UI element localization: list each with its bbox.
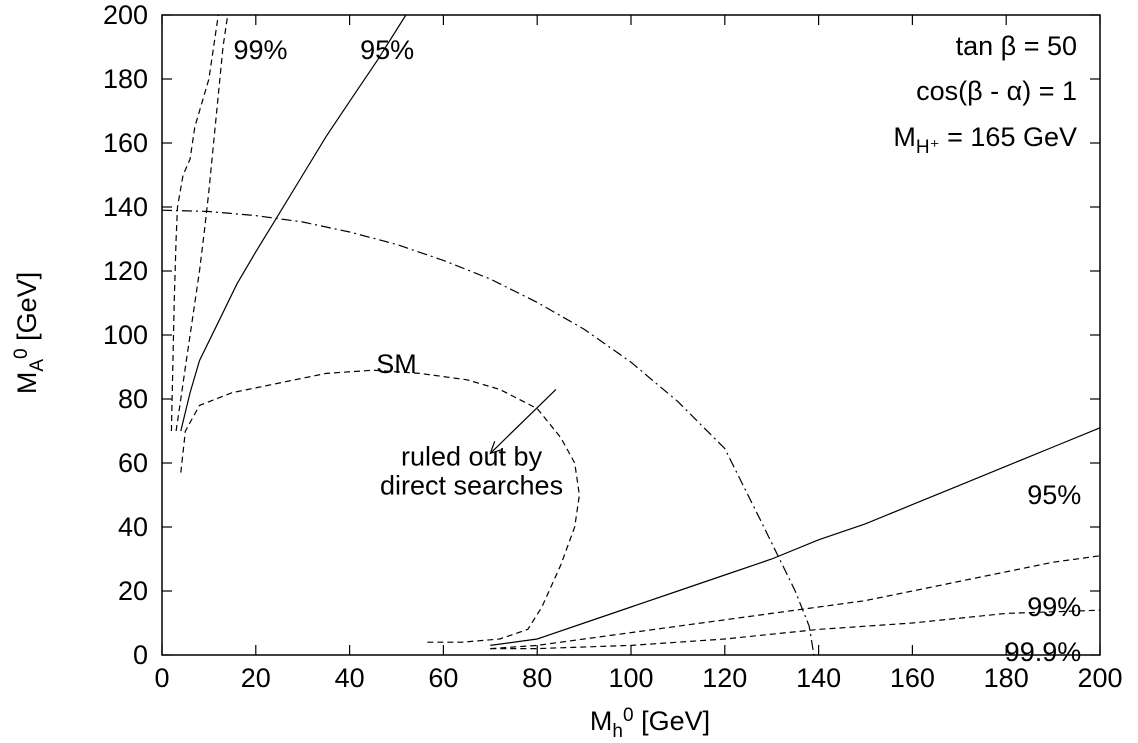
info-mass-sub: H⁺ — [916, 137, 940, 158]
y-tick-label: 200 — [103, 0, 148, 30]
x-axis-title-main: M — [590, 706, 613, 736]
y-tick-label: 100 — [103, 320, 148, 350]
info-cos: cos(β - α) = 1 — [916, 76, 1077, 106]
y-tick-label: 40 — [118, 512, 148, 542]
y-axis-title-sub: A — [27, 359, 48, 372]
info-tanbeta: tan β = 50 — [956, 31, 1077, 61]
curve-upper-99 — [175, 14, 229, 432]
label-upper-99: 99% — [233, 35, 287, 65]
label-lower-99-9: 99.9% — [1005, 637, 1082, 667]
curve-upper-99-9 — [170, 14, 219, 432]
x-tick-label: 80 — [522, 663, 552, 693]
y-tick-label: 80 — [118, 384, 148, 414]
info-charged-higgs-mass: MH⁺ = 165 GeV — [893, 122, 1077, 158]
x-axis-title-sup: 0 — [623, 705, 634, 726]
x-tick-label: 40 — [335, 663, 365, 693]
curve-arc — [161, 209, 815, 656]
y-tick-label: 60 — [118, 448, 148, 478]
y-tick-label: 120 — [103, 256, 148, 286]
info-mass-rest: = 165 GeV — [940, 122, 1077, 152]
x-axis-title-rest: [GeV] — [634, 706, 711, 736]
x-axis-title: Mh0 [GeV] — [590, 705, 710, 742]
curve-lower-99 — [490, 555, 1101, 650]
curve-upper-95 — [180, 14, 407, 432]
x-tick-label: 0 — [154, 663, 169, 693]
label-sm: SM — [376, 349, 417, 379]
y-tick-label: 140 — [103, 192, 148, 222]
label-ruled1: ruled out by — [401, 442, 543, 472]
curve-lower-95 — [490, 427, 1101, 646]
y-tick-label: 160 — [103, 128, 148, 158]
curve-sm-direct — [180, 369, 581, 643]
label-ruled2: direct searches — [380, 470, 563, 500]
y-axis-title-rest: [GeV] — [12, 272, 42, 349]
x-tick-label: 60 — [428, 663, 458, 693]
y-axis-title-main: M — [12, 372, 42, 395]
y-axis-title-sup: 0 — [11, 348, 32, 359]
label-lower-95: 95% — [1027, 480, 1081, 510]
info-mass-main: M — [893, 122, 916, 152]
plot-frame — [161, 14, 1101, 656]
axes-group: 0 20 40 60 80 100 120 140 160 180 200 0 20 40 60 80 100 1… — [103, 0, 1123, 693]
curve-lower-99-9 — [490, 609, 1101, 650]
arrow-head — [489, 440, 503, 455]
arrow-shaft — [489, 388, 557, 454]
y-axis-title: MA0 [GeV] — [11, 272, 48, 394]
y-tick-label: 180 — [103, 64, 148, 94]
x-tick-label: 140 — [796, 663, 841, 693]
y-tick-label: 20 — [118, 576, 148, 606]
label-lower-99: 99% — [1027, 592, 1081, 622]
x-tick-label: 160 — [890, 663, 935, 693]
label-upper-95: 95% — [360, 35, 414, 65]
x-tick-label: 200 — [1077, 663, 1122, 693]
curves-group — [161, 14, 1101, 656]
x-axis-title-sub: h — [612, 721, 623, 742]
x-tick-label: 180 — [984, 663, 1029, 693]
x-tick-label: 20 — [241, 663, 271, 693]
y-tick-label: 0 — [133, 640, 148, 670]
x-tick-label: 100 — [608, 663, 653, 693]
x-tick-label: 120 — [702, 663, 747, 693]
